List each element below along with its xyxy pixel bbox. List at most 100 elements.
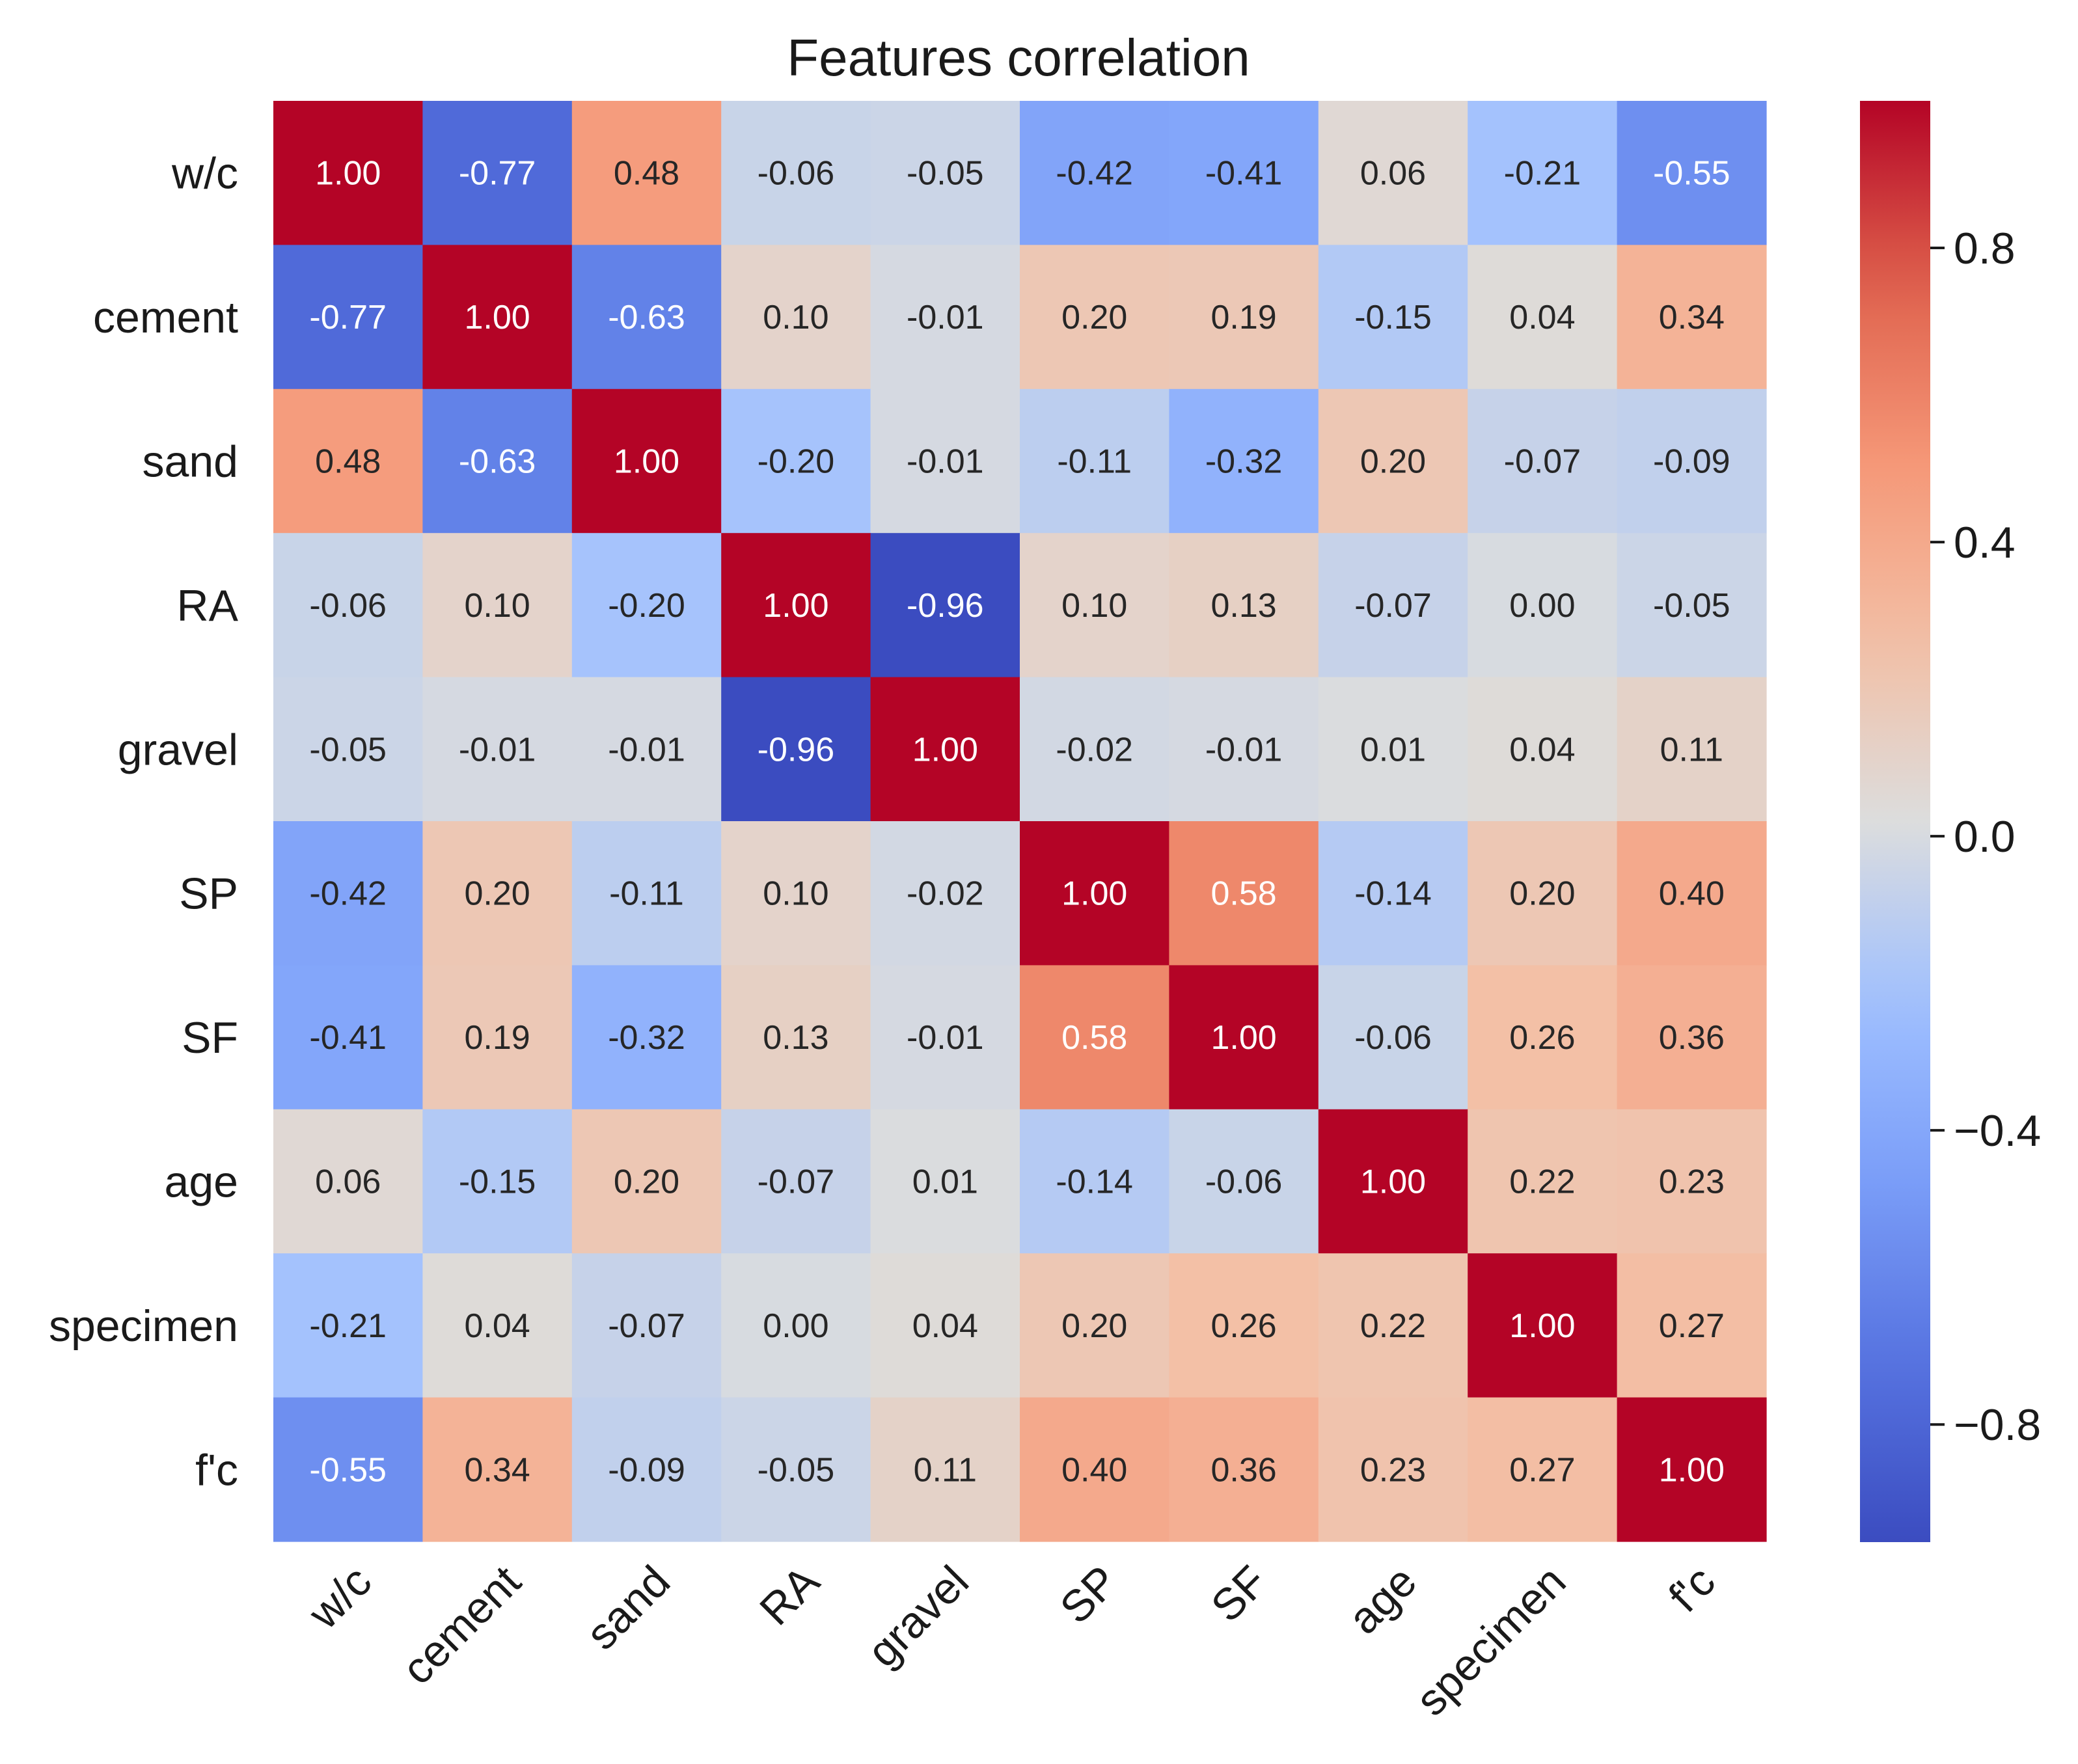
heatmap-cell-sp-sf: [1169, 821, 1319, 966]
cell-value-label: 0.20: [1061, 1307, 1127, 1345]
cell-value-label: 0.22: [1360, 1307, 1426, 1345]
cell-value-label: -0.06: [1205, 1163, 1283, 1201]
row-label-specimen: specimen: [49, 1301, 238, 1351]
heatmap-cell-sf-age: [1318, 965, 1468, 1110]
cell-value-label: -0.20: [608, 587, 685, 625]
row-label-cement: cement: [93, 293, 238, 342]
heatmap-cell-ra-gravel: [870, 533, 1020, 678]
heatmap-cell-w-c-gravel: [870, 101, 1020, 245]
cell-value-label: 0.34: [1659, 299, 1725, 336]
cell-value-label: 0.11: [914, 1451, 977, 1489]
heatmap-cell-specimen-cement: [422, 1253, 573, 1398]
cell-value-label: 0.04: [1509, 731, 1575, 768]
heatmap-cell-cement-sf: [1169, 245, 1319, 390]
cell-value-label: 1.00: [614, 443, 679, 481]
cell-value-label: -0.63: [459, 443, 536, 481]
cell-value-label: 0.00: [1509, 587, 1575, 625]
cell-value-label: -0.01: [1205, 731, 1283, 768]
cell-value-label: 1.00: [315, 155, 381, 193]
heatmap-cell-sand-ra: [721, 388, 871, 534]
cell-value-label: 0.04: [464, 1307, 530, 1345]
cell-value-label: -0.01: [907, 1019, 984, 1057]
cell-value-label: -0.05: [1653, 587, 1730, 625]
heatmap-cell-age-sp: [1020, 1109, 1169, 1254]
cell-value-label: -0.05: [758, 1451, 835, 1489]
heatmap-cell-sf-ra: [721, 965, 871, 1110]
heatmap-cell-sand-f-c: [1617, 388, 1767, 534]
heatmap-cell-cement-sp: [1020, 245, 1169, 390]
heatmap-cell-w-c-sand: [571, 101, 722, 245]
heatmap-cell-age-age: [1318, 1109, 1468, 1254]
heatmap-cell-sf-cement: [422, 965, 573, 1110]
cell-value-label: -0.55: [1653, 155, 1730, 193]
cell-value-label: 0.10: [464, 587, 530, 625]
heatmap-cell-w-c-cement: [422, 101, 573, 245]
heatmap-cell-cement-f-c: [1617, 245, 1767, 390]
cell-value-label: -0.32: [1205, 443, 1283, 481]
cell-value-label: -0.06: [758, 155, 835, 193]
row-label-sand: sand: [143, 437, 238, 487]
heatmap-cell-cement-age: [1318, 245, 1468, 390]
heatmap-cell-ra-sf: [1169, 533, 1319, 678]
heatmap-cell-age-ra: [721, 1109, 871, 1254]
heatmap-cell-ra-cement: [422, 533, 573, 678]
heatmap-cell-sf-gravel: [870, 965, 1020, 1110]
cell-value-label: 0.20: [1360, 443, 1426, 481]
cell-value-label: -0.09: [1653, 443, 1730, 481]
cell-value-label: -0.07: [758, 1163, 835, 1201]
heatmap-cell-cement-specimen: [1468, 245, 1618, 390]
heatmap-cell-ra-age: [1318, 533, 1468, 678]
heatmap-cell-ra-w-c: [273, 533, 423, 678]
cell-value-label: -0.01: [907, 443, 984, 481]
colorbar-tick-label: −0.8: [1954, 1400, 2041, 1450]
heatmap-cell-gravel-gravel: [870, 677, 1020, 822]
cell-value-label: -0.96: [758, 731, 835, 768]
row-label-f-c: f'c: [195, 1445, 238, 1495]
cell-value-label: -0.20: [758, 443, 835, 481]
heatmap-cell-sf-w-c: [273, 965, 423, 1110]
heatmap-cell-gravel-ra: [721, 677, 871, 822]
heatmap-cell-sf-sand: [571, 965, 722, 1110]
heatmap-cell-w-c-f-c: [1617, 101, 1767, 245]
heatmap-cell-sand-gravel: [870, 388, 1020, 534]
cell-value-label: 0.01: [912, 1163, 978, 1201]
heatmap-cell-sp-cement: [422, 821, 573, 966]
cell-value-label: 0.19: [464, 1019, 530, 1057]
cell-value-label: 0.36: [1210, 1451, 1276, 1489]
colorbar-gradient: [1860, 101, 1930, 1542]
heatmap-cell-specimen-ra: [721, 1253, 871, 1398]
cell-value-label: 0.10: [763, 299, 828, 336]
heatmap-cell-age-gravel: [870, 1109, 1020, 1254]
colorbar: 0.8 0.4 0.0 −0.4 −0.8: [1860, 101, 2041, 1542]
heatmap-cell-gravel-age: [1318, 677, 1468, 822]
cell-value-label: 0.20: [1061, 299, 1127, 336]
cell-value-label: 0.04: [1509, 299, 1575, 336]
heatmap-cell-specimen-gravel: [870, 1253, 1020, 1398]
heatmap-cell-age-w-c: [273, 1109, 423, 1254]
heatmap-cell-sp-f-c: [1617, 821, 1767, 966]
heatmap-cell-specimen-sp: [1020, 1253, 1169, 1398]
cell-value-label: 0.26: [1509, 1019, 1575, 1057]
cell-value-label: 0.58: [1210, 875, 1276, 913]
cell-value-label: 0.40: [1659, 875, 1725, 913]
row-labels: w/c cement sand RA gravel SP SF age specimen f'c: [49, 149, 239, 1495]
heatmap-cell-f-c-sf: [1169, 1397, 1319, 1542]
heatmap-cell-age-sand: [571, 1109, 722, 1254]
cell-value-label: -0.21: [1504, 155, 1581, 193]
cell-value-label: 1.00: [912, 731, 978, 768]
heatmap-cell-ra-ra: [721, 533, 871, 678]
cell-value-label: -0.06: [1354, 1019, 1432, 1057]
heatmap-cell-specimen-f-c: [1617, 1253, 1767, 1398]
heatmap-cell-ra-f-c: [1617, 533, 1767, 678]
heatmap-cell-specimen-sand: [571, 1253, 722, 1398]
cell-value-label: 0.06: [1360, 155, 1426, 193]
cell-value-label: 0.10: [763, 875, 828, 913]
heatmap-cell-age-f-c: [1617, 1109, 1767, 1254]
heatmap-cell-gravel-f-c: [1617, 677, 1767, 822]
heatmap-cell-f-c-specimen: [1468, 1397, 1618, 1542]
heatmap-cell-cement-w-c: [273, 245, 423, 390]
heatmap-cell-f-c-ra: [721, 1397, 871, 1542]
cell-value-label: -0.77: [309, 299, 387, 336]
heatmap-cell-sand-sp: [1020, 388, 1169, 534]
